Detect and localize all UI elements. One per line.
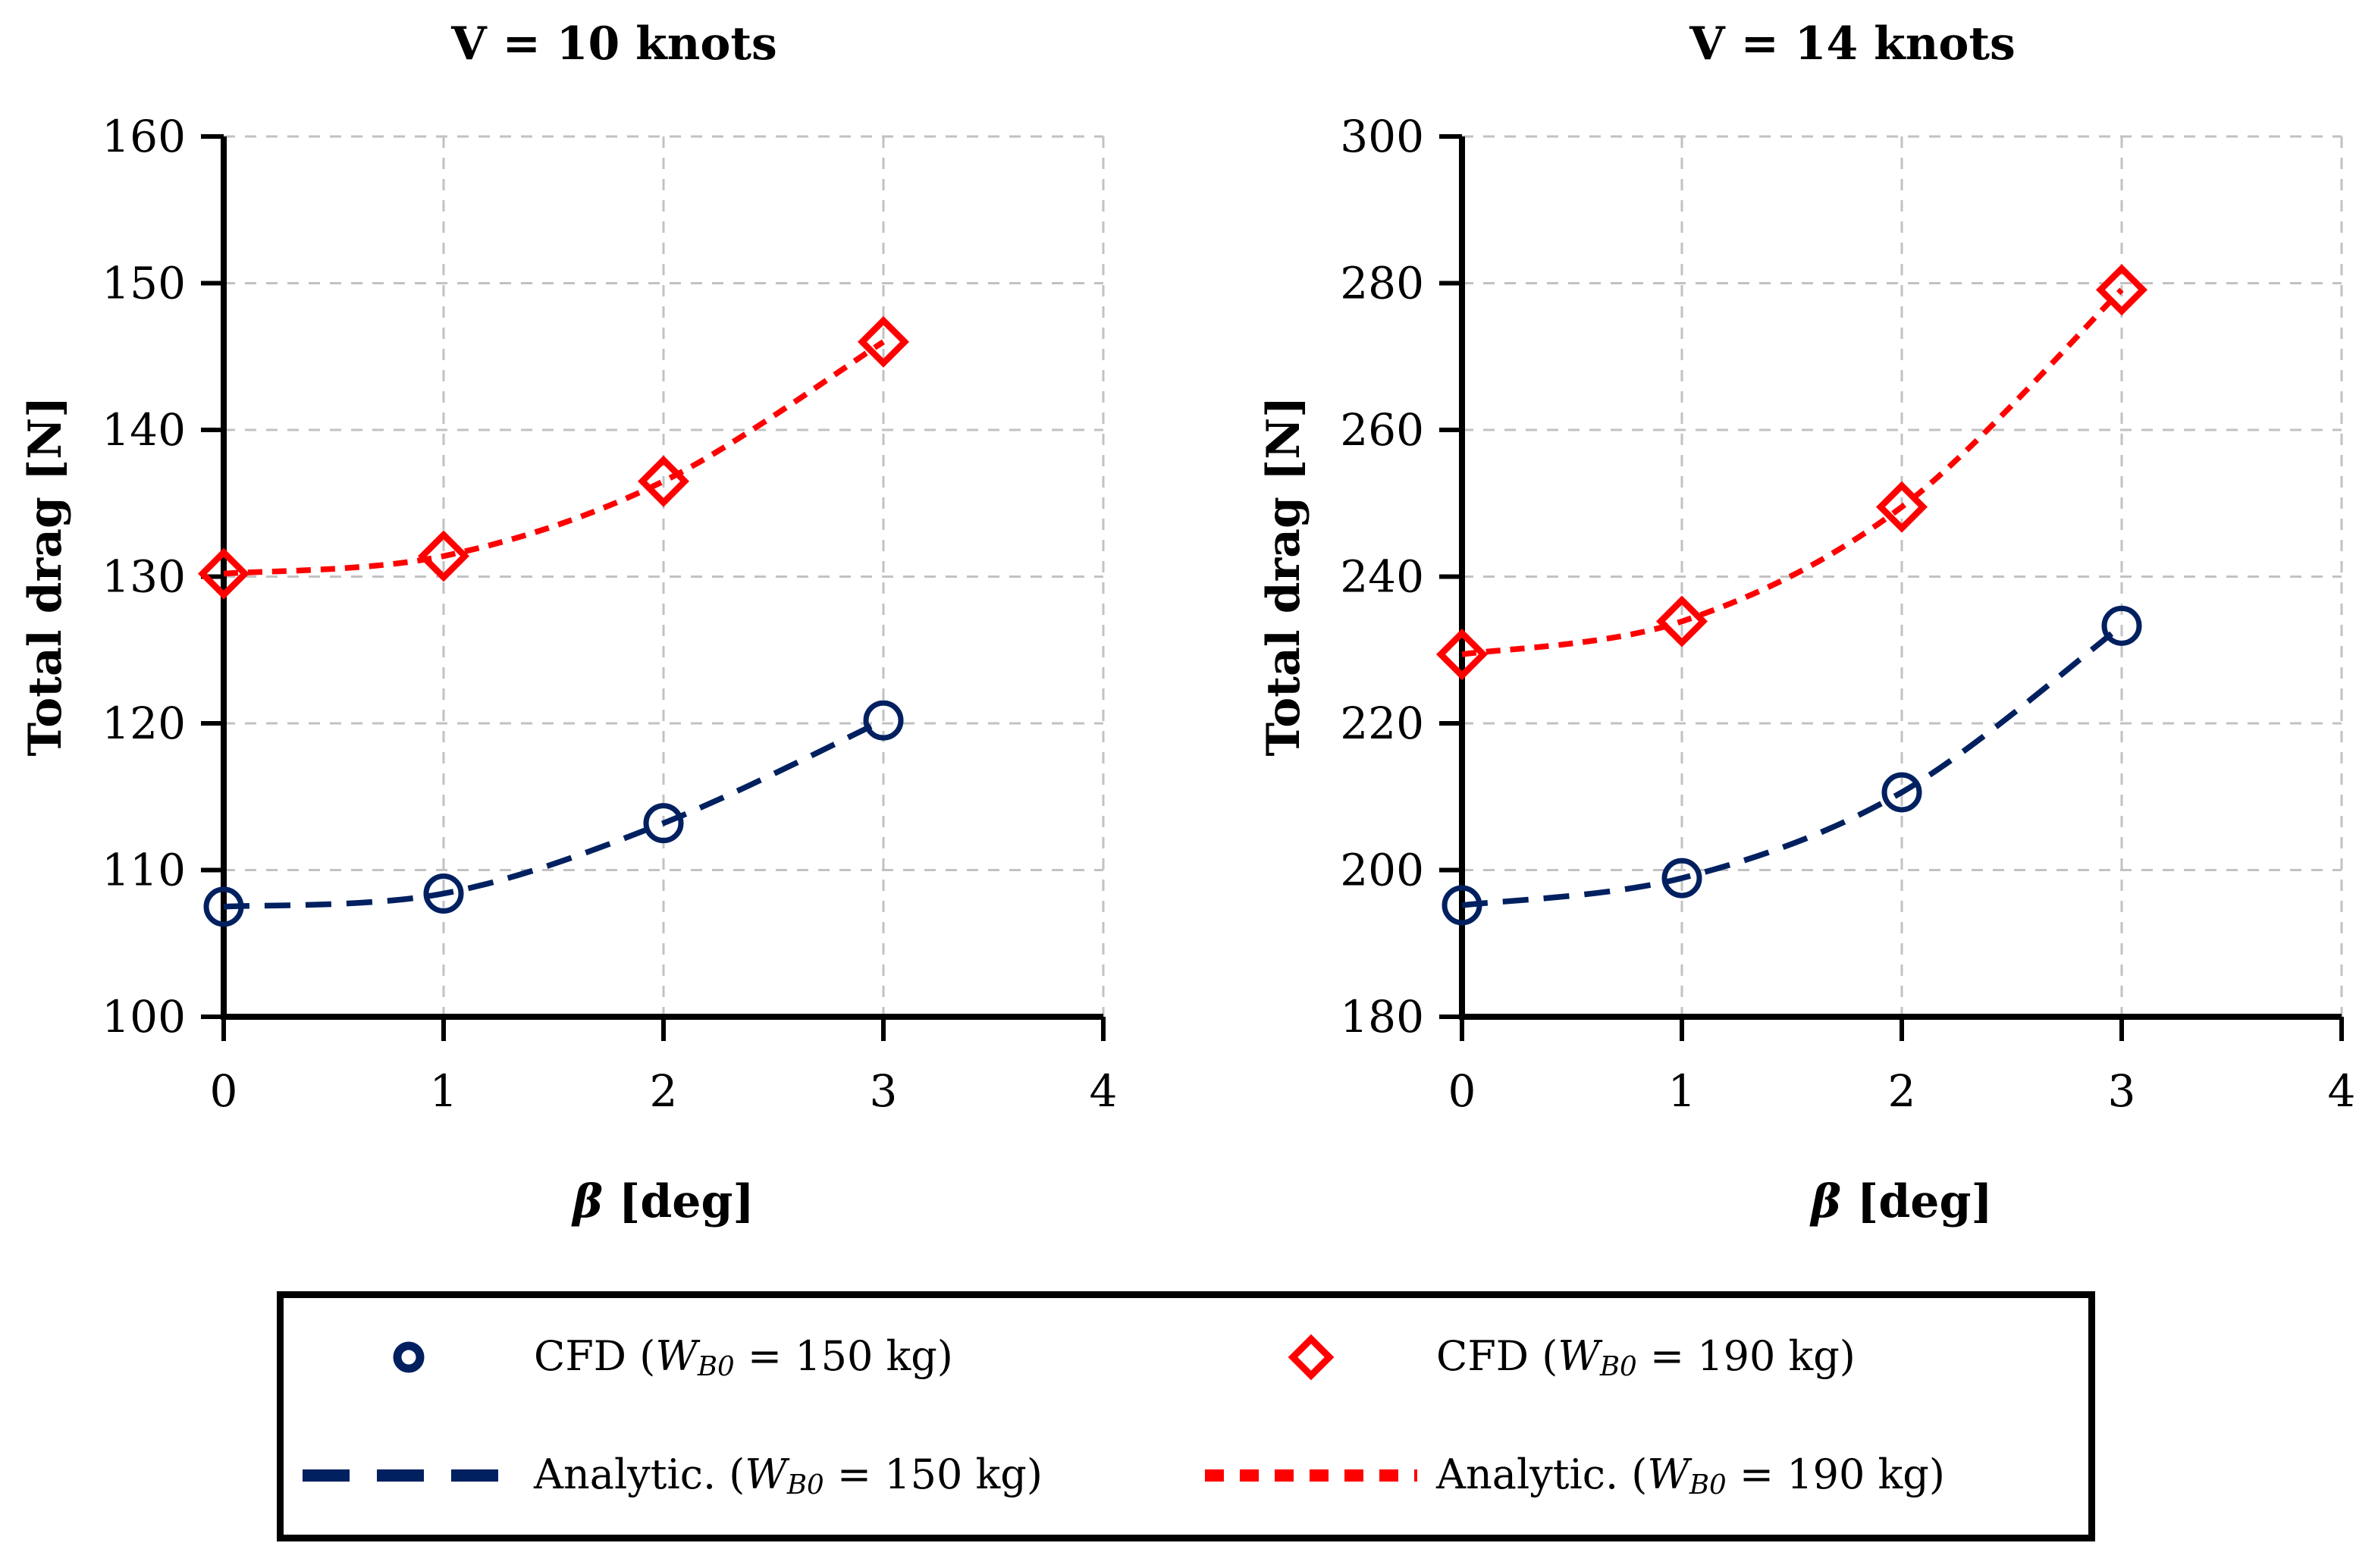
x-tick-label: 3 bbox=[2108, 1065, 2136, 1117]
y-tick-label: 140 bbox=[102, 404, 186, 456]
series-line bbox=[223, 339, 886, 577]
data-point-circle bbox=[1881, 772, 1922, 813]
y-axis-title: Total drag [N] bbox=[1257, 397, 1310, 757]
legend-label: Analytic. (WB0 = 150 kg) bbox=[534, 1450, 1043, 1501]
x-tick-label: 1 bbox=[430, 1065, 458, 1117]
data-point-circle bbox=[423, 873, 464, 914]
data-point-diamond bbox=[857, 315, 910, 368]
chart-panel-v14-knots: V = 14 knots Total drag [N] β [deg] 180 2… bbox=[1238, 0, 2378, 1259]
x-axis-unit: [deg] bbox=[1841, 1175, 1993, 1228]
data-point-diamond bbox=[1435, 629, 1489, 681]
y-tick-label: 300 bbox=[1340, 111, 1424, 162]
data-point-circle bbox=[2101, 605, 2142, 646]
navy-dashed-line-icon bbox=[303, 1469, 515, 1482]
y-tick-label: 180 bbox=[1340, 991, 1424, 1043]
data-point-diamond bbox=[1875, 481, 1928, 533]
data-point-diamond bbox=[637, 455, 690, 507]
data-point-diamond bbox=[417, 530, 470, 582]
data-point-circle bbox=[643, 803, 684, 844]
data-point-diamond bbox=[2095, 264, 2148, 316]
y-tick-label: 110 bbox=[102, 845, 186, 896]
legend-item-cfd-150: CFD (WB0 = 150 kg) bbox=[284, 1298, 1186, 1416]
y-tick-label: 150 bbox=[102, 258, 186, 309]
red-dashed-line-icon bbox=[1205, 1469, 1417, 1482]
x-tick-label: 2 bbox=[650, 1065, 678, 1117]
x-axis-title: β [deg] bbox=[1809, 1175, 1993, 1228]
series-line bbox=[223, 717, 885, 910]
circle-marker-icon bbox=[393, 1341, 425, 1373]
chart-title: V = 10 knots bbox=[450, 17, 777, 71]
legend-label: CFD (WB0 = 150 kg) bbox=[534, 1331, 953, 1383]
chart-panel-v10-knots: V = 10 knots Total drag [N] β [deg] 100 1… bbox=[0, 0, 1183, 1259]
x-tick-label: 3 bbox=[870, 1065, 898, 1117]
legend-label: CFD (WB0 = 190 kg) bbox=[1436, 1331, 1856, 1383]
x-tick-label: 2 bbox=[1888, 1065, 1916, 1117]
data-point-circle bbox=[1661, 858, 1702, 898]
series-line bbox=[1461, 623, 2124, 908]
y-tick-label: 220 bbox=[1340, 698, 1424, 749]
data-point-diamond bbox=[1655, 595, 1708, 648]
x-axis-title: β [deg] bbox=[571, 1175, 754, 1228]
legend-diamond-marker bbox=[1288, 1334, 1335, 1381]
legend-box: CFD (WB0 = 150 kg) CFD (WB0 = 190 kg) An… bbox=[277, 1291, 2095, 1541]
chart-v10-knots: V = 10 knots Total drag [N] β [deg] 1001… bbox=[19, 17, 1117, 1228]
chart-title: V = 14 knots bbox=[1689, 17, 2016, 71]
legend-item-analytic-190: Analytic. (WB0 = 190 kg) bbox=[1186, 1416, 2088, 1535]
x-tick-label: 0 bbox=[1448, 1065, 1476, 1117]
x-tick-label: 0 bbox=[210, 1065, 238, 1117]
y-tick-label: 260 bbox=[1340, 404, 1424, 456]
legend-item-cfd-190: CFD (WB0 = 190 kg) bbox=[1186, 1298, 2088, 1416]
x-tick-label: 1 bbox=[1668, 1065, 1696, 1117]
beta-symbol: β bbox=[571, 1175, 603, 1228]
x-tick-label: 4 bbox=[2328, 1065, 2356, 1117]
plot-area: 100 110 120 130 140 150 160 0 1 2 3 4 bbox=[102, 111, 1117, 1117]
series-line bbox=[1461, 287, 2124, 657]
data-point-circle bbox=[1442, 885, 1482, 926]
plot-area: 180 200 220 240 260 280 300 0 1 2 3 4 bbox=[1340, 111, 2355, 1117]
y-tick-label: 120 bbox=[102, 698, 186, 749]
data-point-diamond bbox=[197, 547, 250, 600]
y-tick-label: 130 bbox=[102, 551, 186, 603]
y-tick-label: 240 bbox=[1340, 551, 1424, 603]
beta-symbol: β bbox=[1809, 1175, 1841, 1228]
data-point-circle bbox=[863, 700, 904, 741]
legend-circle-marker bbox=[393, 1341, 425, 1373]
y-tick-label: 160 bbox=[102, 111, 186, 162]
y-tick-label: 100 bbox=[102, 991, 186, 1043]
legend-label: Analytic. (WB0 = 190 kg) bbox=[1436, 1450, 1945, 1501]
y-tick-label: 280 bbox=[1340, 258, 1424, 309]
data-point-circle bbox=[203, 886, 244, 927]
chart-v14-knots: V = 14 knots Total drag [N] β [deg] 180 2… bbox=[1257, 17, 2355, 1228]
legend-item-analytic-150: Analytic. (WB0 = 150 kg) bbox=[284, 1416, 1186, 1535]
x-axis-unit: [deg] bbox=[603, 1175, 754, 1228]
diamond-marker-icon bbox=[1288, 1334, 1335, 1381]
y-axis-title: Total drag [N] bbox=[19, 397, 72, 757]
y-tick-label: 200 bbox=[1340, 845, 1424, 896]
x-tick-label: 4 bbox=[1090, 1065, 1118, 1117]
